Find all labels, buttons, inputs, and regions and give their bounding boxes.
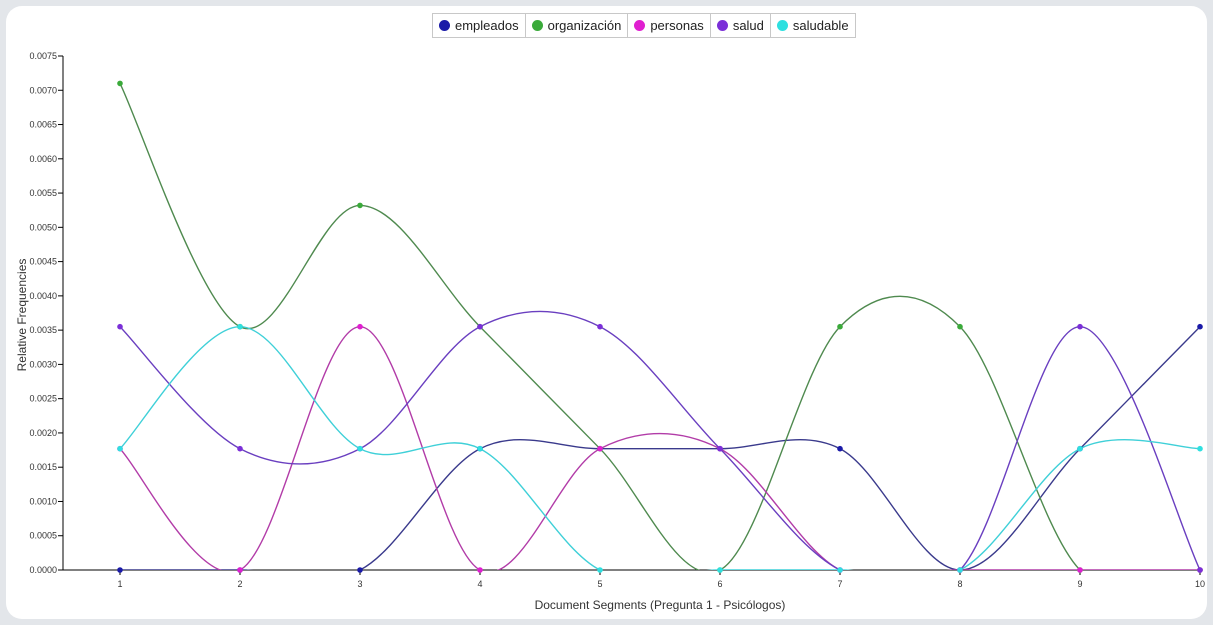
x-tick-label: 10 — [1195, 579, 1205, 589]
chart-card — [6, 6, 1207, 619]
data-point-saludable[interactable] — [477, 445, 483, 452]
y-tick-label: 0.0065 — [29, 120, 57, 130]
data-point-empleados[interactable] — [357, 567, 363, 573]
data-point-organización[interactable] — [837, 323, 843, 330]
series-points — [117, 80, 1203, 573]
data-point-saludable[interactable] — [1197, 445, 1203, 452]
data-point-personas[interactable] — [237, 567, 243, 573]
data-point-organización[interactable] — [117, 80, 123, 87]
y-tick-label: 0.0075 — [29, 51, 57, 61]
data-point-empleados[interactable] — [837, 445, 843, 452]
legend-item-organización[interactable]: organización — [526, 14, 629, 37]
data-point-salud[interactable] — [1077, 323, 1083, 330]
legend-item-personas[interactable]: personas — [628, 14, 711, 37]
legend-label: organización — [547, 18, 622, 33]
legend-marker — [776, 20, 788, 31]
y-tick-label: 0.0045 — [29, 257, 57, 267]
y-tick-label: 0.0060 — [29, 154, 57, 164]
legend-item-empleados[interactable]: empleados — [433, 14, 526, 37]
x-axis-title: Document Segments (Pregunta 1 - Psicólog… — [535, 598, 786, 612]
x-tick-label: 7 — [837, 579, 842, 589]
legend-label: personas — [650, 18, 704, 33]
data-point-salud[interactable] — [717, 445, 723, 452]
legend-marker — [439, 20, 450, 31]
y-tick-label: 0.0025 — [29, 394, 57, 404]
legend-item-saludable[interactable]: saludable — [771, 14, 855, 37]
legend-item-salud[interactable]: salud — [711, 14, 771, 37]
y-tick-label: 0.0020 — [29, 428, 57, 438]
y-tick-label: 0.0050 — [29, 222, 57, 232]
legend-marker — [634, 20, 646, 31]
y-tick-label: 0.0035 — [29, 325, 57, 335]
x-tick-label: 8 — [957, 579, 962, 589]
series-line-personas — [119, 326, 1200, 570]
series-line-organización — [119, 83, 1200, 570]
data-point-personas[interactable] — [357, 323, 363, 330]
y-tick-label: 0.0005 — [29, 531, 57, 541]
data-point-organización[interactable] — [357, 202, 363, 209]
y-tick-label: 0.0030 — [29, 359, 57, 369]
data-point-personas[interactable] — [597, 445, 603, 452]
y-tick-label: 0.0040 — [29, 291, 57, 301]
series-lines — [119, 83, 1201, 570]
data-point-saludable[interactable] — [1077, 445, 1083, 452]
data-point-salud[interactable] — [477, 323, 483, 330]
data-point-salud[interactable] — [237, 445, 243, 452]
legend-label: saludable — [792, 18, 849, 33]
data-point-saludable[interactable] — [717, 567, 723, 573]
data-point-personas[interactable] — [1077, 567, 1083, 573]
legend-label: empleados — [455, 18, 519, 33]
data-point-salud[interactable] — [597, 323, 603, 330]
data-point-salud[interactable] — [117, 323, 123, 330]
legend-label: salud — [732, 18, 764, 33]
axes: 0.0000 0.0005 0.0010 0.0015 0.0020 0.0025 0.00… — [29, 51, 1205, 589]
data-point-saludable[interactable] — [957, 567, 963, 573]
y-axis-title: Relative Frequencies — [15, 259, 29, 372]
y-tick-label: 0.0015 — [29, 462, 57, 472]
data-point-empleados[interactable] — [117, 567, 123, 573]
data-point-salud[interactable] — [1197, 567, 1203, 573]
y-tick-label: 0.0010 — [29, 496, 57, 506]
data-point-personas[interactable] — [477, 567, 483, 573]
x-tick-label: 5 — [597, 579, 602, 589]
data-point-organización[interactable] — [957, 323, 963, 330]
data-point-empleados[interactable] — [1197, 323, 1203, 330]
x-tick-label: 3 — [357, 579, 362, 589]
data-point-saludable[interactable] — [357, 445, 363, 452]
series-line-saludable — [119, 326, 1201, 570]
y-tick-label: 0.0070 — [29, 85, 57, 95]
y-tick-label: 0.0055 — [29, 188, 57, 198]
data-point-saludable[interactable] — [117, 445, 123, 452]
legend-marker — [531, 20, 543, 31]
x-tick-label: 9 — [1077, 579, 1082, 589]
data-point-saludable[interactable] — [837, 567, 843, 573]
data-point-saludable[interactable] — [237, 323, 243, 330]
legend: empleados organización personas salud saluda… — [432, 13, 856, 38]
y-tick-label: 0.0000 — [29, 565, 57, 575]
x-tick-label: 4 — [477, 579, 482, 589]
x-tick-label: 2 — [237, 579, 242, 589]
x-tick-label: 1 — [117, 579, 122, 589]
data-point-saludable[interactable] — [597, 567, 603, 573]
series-line-empleados — [120, 326, 1201, 570]
x-tick-label: 6 — [717, 579, 722, 589]
legend-marker — [716, 20, 728, 31]
series-line-salud — [119, 310, 1201, 570]
